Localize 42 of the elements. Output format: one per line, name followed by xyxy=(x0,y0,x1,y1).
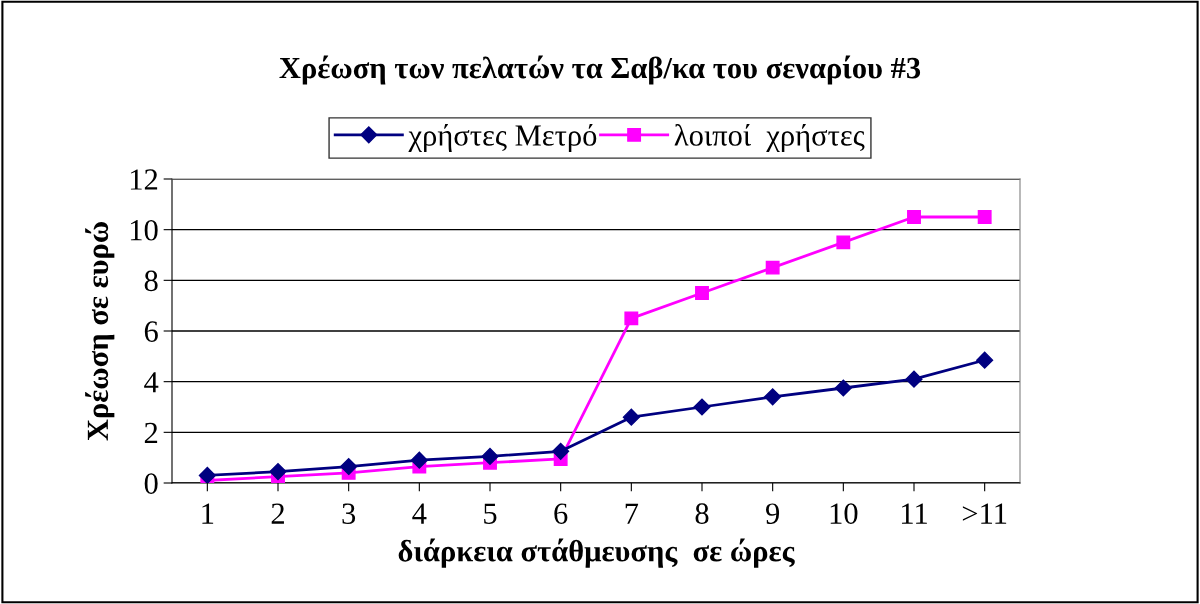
x-tick-label: 11 xyxy=(901,503,927,524)
y-tick-label: 8 xyxy=(144,270,158,292)
x-tick-label: 7 xyxy=(625,503,639,524)
point xyxy=(976,351,994,369)
x-tick-label: 8 xyxy=(695,503,709,524)
point xyxy=(269,463,287,481)
x-axis-title: διάρκεια στάθμευσης σε ώρες xyxy=(398,538,795,568)
y-tick-label: 10 xyxy=(130,219,158,241)
point xyxy=(410,451,428,469)
point xyxy=(907,210,921,224)
chart-title: Χρέωση των πελατών τα Σαβ/κα του σεναρίου #3 xyxy=(279,55,921,85)
x-tick-label: 6 xyxy=(554,503,568,524)
legend-label: λοιποί χρήστες xyxy=(674,123,865,153)
x-tick-label: 2 xyxy=(271,503,284,524)
point xyxy=(905,370,923,388)
point xyxy=(198,466,216,483)
x-tick-label: >11 xyxy=(962,503,1007,524)
point xyxy=(552,442,570,460)
point xyxy=(693,398,711,416)
point xyxy=(340,457,358,476)
y-tick-label: 2 xyxy=(144,422,158,443)
legend-label: χρήστες Μετρό xyxy=(408,123,597,153)
y-tick-label: 4 xyxy=(144,372,159,393)
y-tick-label: 0 xyxy=(144,473,158,494)
point xyxy=(481,447,499,465)
point xyxy=(765,260,780,275)
point xyxy=(622,408,640,426)
x-tick-label: 3 xyxy=(342,503,356,524)
point xyxy=(834,379,852,397)
y-axis-title: Χρέωση σε ευρώ xyxy=(85,222,115,441)
point xyxy=(836,235,851,250)
point xyxy=(695,286,709,300)
x-tick-label: 5 xyxy=(484,503,497,524)
point xyxy=(977,210,992,224)
point xyxy=(764,388,782,406)
x-tick-label: 9 xyxy=(766,503,780,524)
y-tick-label: 12 xyxy=(130,169,158,190)
x-tick-label: 4 xyxy=(412,503,427,524)
x-tick-label: 10 xyxy=(830,503,858,524)
y-tick-label: 6 xyxy=(144,321,158,342)
point xyxy=(624,311,639,326)
x-tick-label: 1 xyxy=(202,503,214,524)
